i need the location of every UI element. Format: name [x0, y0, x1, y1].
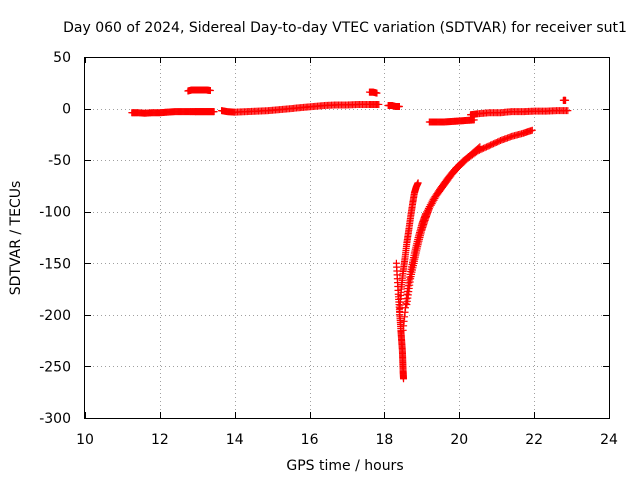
- data-point: [375, 100, 383, 108]
- x-tick-label: 24: [600, 432, 618, 448]
- data-point: [400, 375, 408, 383]
- data-point: [414, 179, 422, 187]
- data-point: [395, 103, 403, 111]
- y-tick-label: -50: [48, 153, 71, 169]
- data-point: [562, 96, 570, 104]
- x-tick-label: 18: [376, 432, 394, 448]
- data-point: [210, 108, 218, 116]
- x-tick-label: 20: [450, 432, 468, 448]
- y-axis-label: SDTVAR / TECUs: [8, 181, 24, 296]
- data-point: [206, 87, 214, 95]
- data-series: [399, 143, 484, 334]
- y-tick-label: 0: [62, 102, 71, 118]
- data-series: [395, 179, 422, 319]
- data-series: [365, 88, 381, 97]
- x-tick-label: 10: [76, 432, 94, 448]
- data-series: [559, 96, 570, 104]
- data-series: [384, 101, 403, 111]
- y-tick-label: -150: [39, 256, 71, 272]
- axis-ticks: 10 12 14 16 18 20 22 24 50 0 -50 -100 -150 -200 -250 -3…: [39, 50, 618, 448]
- data-series: [392, 259, 408, 383]
- y-tick-label: -300: [39, 411, 71, 427]
- x-tick-label: 16: [301, 432, 319, 448]
- y-tick-label: -200: [39, 308, 71, 324]
- data-point: [475, 144, 483, 152]
- y-tick-label: 50: [53, 50, 71, 66]
- data-series: [467, 107, 572, 119]
- data-point: [564, 107, 572, 115]
- plot-frame: [84, 57, 610, 419]
- x-tick-label: 14: [226, 432, 244, 448]
- x-tick-label: 12: [151, 432, 169, 448]
- data-series: [184, 86, 214, 95]
- y-tick-label: -100: [39, 205, 71, 221]
- data-point: [373, 89, 381, 97]
- data-point: [476, 143, 484, 151]
- y-tick-label: -250: [39, 359, 71, 375]
- data-series: [191, 108, 218, 116]
- data-series: [425, 116, 478, 126]
- data-point: [528, 126, 536, 134]
- data-series: [218, 100, 383, 116]
- x-axis-label: GPS time / hours: [286, 458, 403, 474]
- data-points: [128, 86, 572, 383]
- chart-title: Day 060 of 2024, Sidereal Day-to-day VTE…: [63, 20, 627, 36]
- x-tick-label: 22: [525, 432, 543, 448]
